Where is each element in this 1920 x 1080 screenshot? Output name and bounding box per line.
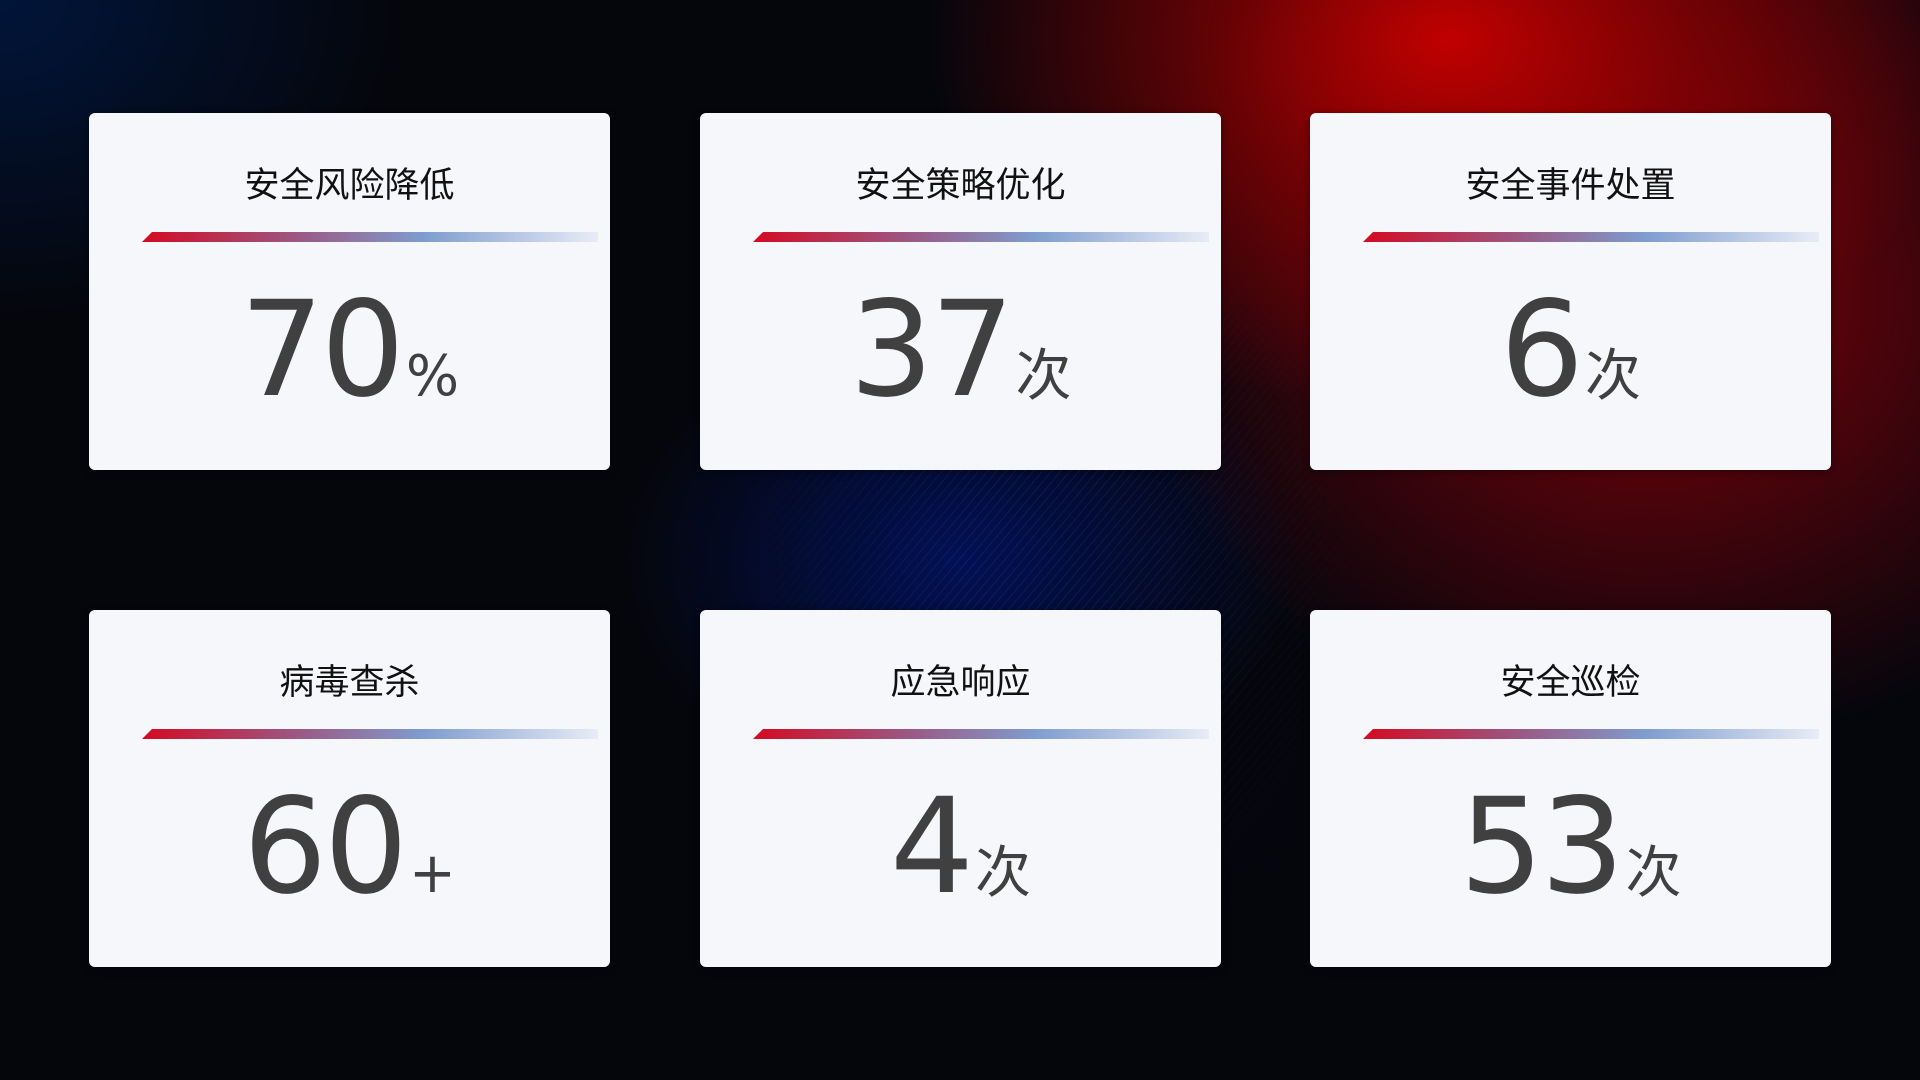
card-value: 53	[1459, 770, 1625, 924]
card-unit: 次	[1015, 344, 1072, 409]
card-unit: %	[405, 344, 460, 409]
card-divider	[753, 232, 1209, 242]
stat-card-security-inspection: 安全巡检 53次	[1310, 610, 1831, 967]
card-value: 37	[849, 273, 1015, 427]
card-unit: 次	[974, 841, 1031, 906]
card-divider	[1363, 232, 1819, 242]
stat-card-emergency-response: 应急响应 4次	[700, 610, 1221, 967]
stat-card-risk-reduction: 安全风险降低 70%	[89, 113, 610, 470]
card-unit: 次	[1584, 344, 1641, 409]
card-value: 60	[243, 770, 408, 924]
card-divider	[142, 729, 598, 739]
card-unit: 次	[1625, 841, 1682, 906]
card-unit: +	[409, 841, 456, 906]
stat-card-incident-handling: 安全事件处置 6次	[1310, 113, 1831, 470]
card-value: 6	[1500, 273, 1584, 427]
card-title: 病毒查杀	[279, 663, 420, 703]
stat-card-policy-optimization: 安全策略优化 37次	[700, 113, 1221, 470]
card-divider	[142, 232, 598, 242]
card-title: 应急响应	[890, 663, 1031, 703]
stat-card-virus-removal: 病毒查杀 60+	[89, 610, 610, 967]
card-title: 安全风险降低	[244, 166, 455, 206]
card-value: 4	[890, 770, 974, 924]
card-divider	[753, 729, 1209, 739]
card-divider	[1363, 729, 1819, 739]
card-title: 安全事件处置	[1465, 166, 1676, 206]
card-title: 安全策略优化	[855, 166, 1066, 206]
card-value: 70	[239, 273, 405, 427]
card-title: 安全巡检	[1500, 663, 1641, 703]
